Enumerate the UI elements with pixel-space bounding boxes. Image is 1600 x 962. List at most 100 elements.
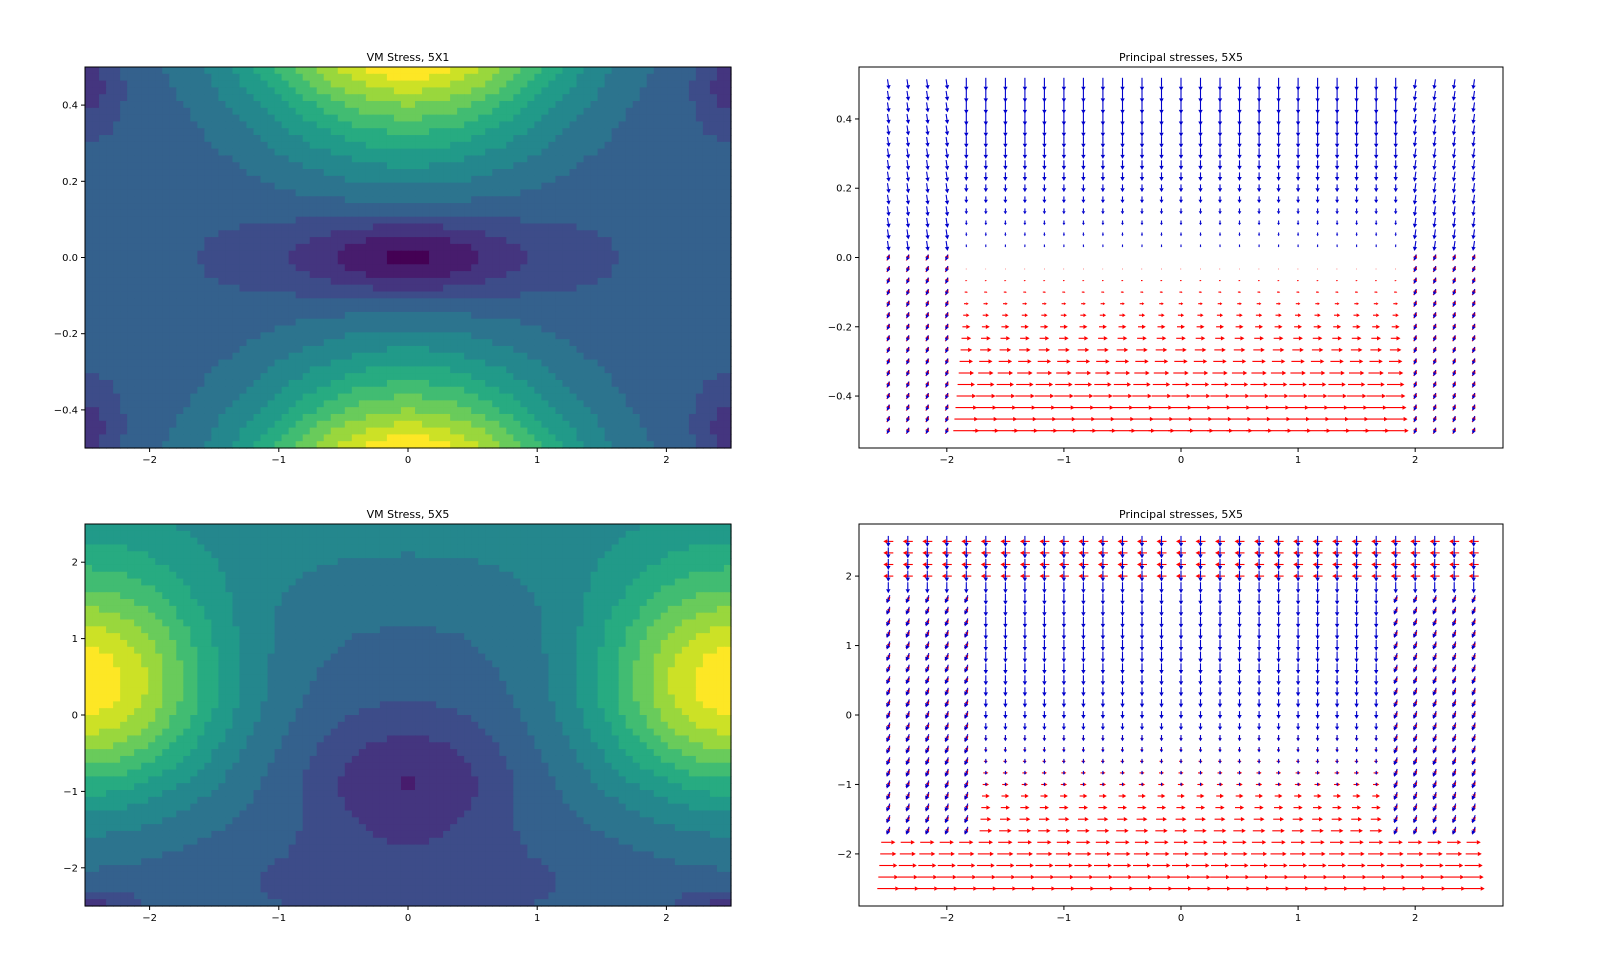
contour-cell: [548, 339, 557, 347]
contour-cell: [330, 250, 339, 259]
contour-cell: [618, 284, 627, 293]
contour-cell: [127, 359, 135, 367]
contour-cell: [162, 305, 170, 313]
contour-cell: [400, 298, 409, 306]
contour-cell: [316, 352, 325, 361]
contour-cell: [99, 87, 107, 95]
contour-cell: [400, 332, 409, 340]
contour-cell: [190, 318, 198, 327]
contour-cell: [393, 209, 402, 218]
contour-cell: [597, 87, 606, 95]
contour-cell: [302, 311, 311, 320]
contour-cell: [702, 169, 711, 177]
contour-cell: [618, 203, 627, 211]
contour-cell: [667, 94, 676, 102]
contour-cell: [667, 332, 676, 340]
contour-cell: [148, 121, 156, 129]
contour-cell: [106, 345, 114, 354]
contour-cell: [330, 271, 339, 279]
contour-cell: [281, 359, 290, 367]
contour-cell: [492, 203, 500, 211]
contour-cell: [534, 264, 543, 272]
contour-cell: [632, 223, 641, 231]
contour-cell: [562, 379, 571, 388]
contour-cell: [281, 257, 290, 265]
contour-cell: [344, 135, 353, 143]
contour-cell: [232, 182, 241, 191]
contour-cell: [295, 189, 304, 197]
contour-cell: [176, 298, 184, 306]
contour-cell: [232, 162, 241, 170]
contour-cell: [422, 189, 430, 197]
contour-cell: [183, 413, 191, 422]
contour-cell: [646, 216, 655, 225]
contour-cell: [295, 216, 304, 225]
contour-cell: [246, 257, 255, 265]
contour-cell: [436, 413, 444, 422]
contour-cell: [667, 339, 676, 347]
contour-cell: [674, 379, 683, 388]
contour-cell: [197, 216, 205, 225]
contour-cell: [723, 339, 732, 347]
contour-cell: [436, 373, 444, 381]
contour-cell: [281, 373, 290, 381]
contour-cell: [267, 155, 276, 163]
contour-cell: [281, 339, 290, 347]
contour-cell: [190, 121, 198, 129]
contour-cell: [309, 189, 318, 197]
contour-cell: [400, 189, 409, 197]
contour-cell: [344, 243, 353, 252]
contour-cell: [134, 250, 142, 259]
contour-cell: [660, 237, 669, 245]
contour-cell: [590, 189, 599, 197]
contour-cell: [534, 141, 543, 150]
contour-cell: [253, 386, 262, 395]
contour-cell: [583, 175, 592, 184]
contour-cell: [246, 216, 255, 225]
contour-cell: [148, 277, 156, 286]
contour-cell: [183, 325, 191, 333]
contour-cell: [281, 284, 290, 293]
contour-cell: [393, 284, 402, 293]
contour-cell: [183, 386, 191, 395]
contour-cell: [190, 427, 198, 435]
contour-cell: [590, 332, 599, 340]
contour-cell: [141, 223, 149, 231]
contour-cell: [197, 243, 205, 252]
contour-cell: [330, 114, 339, 123]
contour-cell: [141, 121, 149, 129]
contour-cell: [372, 427, 381, 435]
contour-cell: [639, 291, 648, 299]
contour-cell: [183, 352, 191, 361]
contour-cell: [246, 141, 255, 150]
contour-cell: [429, 216, 437, 225]
contour-cell: [393, 175, 402, 184]
contour-cell: [597, 407, 606, 415]
contour-cell: [232, 169, 241, 177]
contour-cell: [632, 386, 641, 395]
contour-cell: [415, 216, 423, 225]
contour-cell: [639, 352, 648, 361]
contour-cell: [513, 379, 521, 388]
contour-cell: [344, 114, 353, 123]
contour-cell: [169, 230, 177, 238]
contour-cell: [239, 434, 248, 442]
contour-cell: [225, 87, 234, 95]
contour-cell: [302, 250, 311, 259]
contour-cell: [632, 209, 641, 218]
contour-cell: [204, 87, 212, 95]
contour-cell: [337, 386, 346, 395]
contour-cell: [155, 250, 163, 259]
contour-cell: [667, 413, 676, 422]
contour-cell: [611, 366, 620, 374]
contour-cell: [492, 379, 500, 388]
contour-cell: [541, 169, 550, 177]
contour-cell: [260, 271, 269, 279]
contour-cell: [443, 325, 451, 333]
contour-cell: [674, 80, 683, 89]
contour-cell: [106, 67, 114, 75]
contour-cell: [625, 271, 634, 279]
contour-cell: [597, 101, 606, 109]
contour-cell: [667, 148, 676, 157]
contour-cell: [113, 413, 121, 422]
